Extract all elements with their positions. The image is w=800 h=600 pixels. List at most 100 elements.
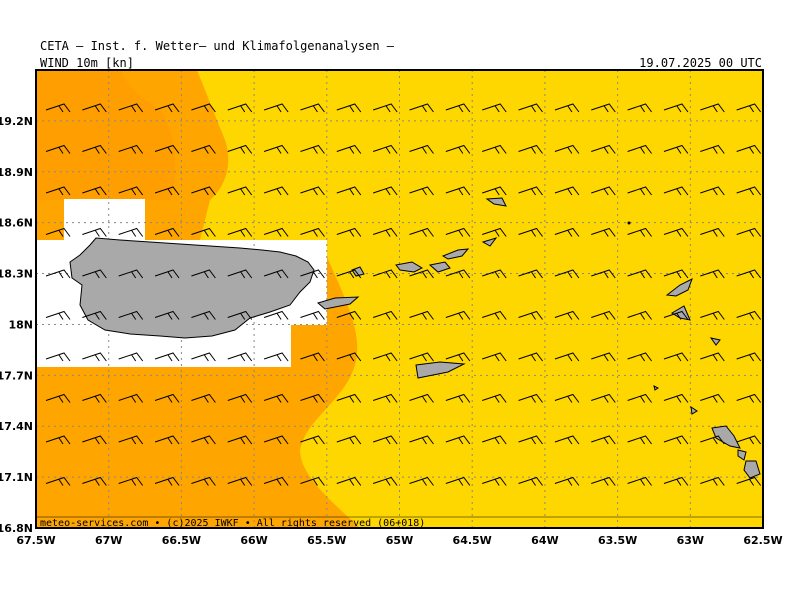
wind-barb bbox=[409, 393, 434, 403]
wind-barb bbox=[554, 393, 580, 403]
wind-barb bbox=[736, 186, 762, 196]
wind-barb bbox=[554, 144, 580, 154]
x-tick-label: 63W bbox=[677, 534, 704, 547]
wind-barb bbox=[227, 435, 253, 445]
wind-barb bbox=[336, 186, 362, 196]
wind-barb bbox=[372, 435, 398, 445]
wind-barb bbox=[300, 352, 325, 362]
wind-barb bbox=[263, 144, 289, 154]
wind-barb bbox=[591, 435, 616, 445]
wind-barb bbox=[409, 103, 434, 113]
wind-barb bbox=[191, 352, 216, 362]
wind-barb bbox=[700, 476, 725, 486]
wind-barb bbox=[154, 269, 180, 279]
wind-barb bbox=[627, 476, 652, 486]
wind-barb bbox=[482, 186, 507, 196]
wind-barb bbox=[118, 352, 144, 362]
wind-barb bbox=[191, 103, 216, 113]
small-islet bbox=[627, 221, 631, 225]
wind-barb bbox=[263, 310, 289, 320]
wind-barb bbox=[191, 269, 216, 279]
wind-barb bbox=[736, 269, 762, 279]
wind-barb bbox=[300, 393, 325, 403]
tortola bbox=[441, 248, 470, 260]
wind-barb bbox=[700, 227, 725, 237]
wind-barb bbox=[45, 476, 71, 486]
wind-barb bbox=[45, 393, 71, 403]
y-axis-ticks: 19.2N 18.9N 18.6N 18.3N 18N 17.7N 17.4N 17.1N 16… bbox=[0, 115, 33, 535]
wind-barb bbox=[300, 310, 325, 320]
wind-barb bbox=[409, 144, 434, 154]
wind-barb bbox=[154, 186, 180, 196]
wind-barb bbox=[591, 476, 616, 486]
wind-barb bbox=[336, 144, 362, 154]
wind-barb bbox=[118, 227, 144, 237]
wind-barb bbox=[227, 144, 253, 154]
y-tick-label: 18.3N bbox=[0, 268, 33, 281]
field-label: WIND_10m [kn] bbox=[40, 56, 134, 70]
st-john bbox=[428, 261, 451, 273]
wind-barb bbox=[554, 310, 580, 320]
wind-barb bbox=[372, 103, 398, 113]
wind-barb bbox=[82, 352, 107, 362]
wind-barb bbox=[554, 352, 580, 362]
wind-barb bbox=[663, 310, 689, 320]
wind-barb bbox=[300, 476, 325, 486]
y-tick-label: 16.8N bbox=[0, 522, 33, 535]
wind-barb bbox=[663, 103, 689, 113]
wind-barb bbox=[191, 476, 216, 486]
wind-barb bbox=[591, 269, 616, 279]
wind-barb bbox=[627, 269, 652, 279]
wind-barb bbox=[554, 476, 580, 486]
x-tick-label: 66W bbox=[240, 534, 267, 547]
wind-barb bbox=[663, 352, 689, 362]
wind-barb bbox=[663, 227, 689, 237]
wind-barb bbox=[300, 269, 325, 279]
wind-barb bbox=[518, 103, 543, 113]
wind-barb bbox=[372, 186, 398, 196]
st-eustatius bbox=[690, 405, 698, 415]
wind-barb bbox=[445, 103, 471, 113]
wind-barb bbox=[591, 227, 616, 237]
wind-barb bbox=[627, 227, 652, 237]
wind-barb bbox=[627, 310, 652, 320]
wind-barb bbox=[700, 186, 725, 196]
wind-barb bbox=[45, 103, 71, 113]
wind-barb bbox=[227, 269, 253, 279]
wind-barb bbox=[300, 144, 325, 154]
wind-barb bbox=[372, 393, 398, 403]
wind-barb bbox=[591, 186, 616, 196]
copyright-text: meteo-services.com • (c)2025 IWKF • All … bbox=[40, 518, 425, 529]
wind-barb bbox=[45, 269, 71, 279]
wind-barb bbox=[518, 186, 543, 196]
wind-barb bbox=[518, 310, 543, 320]
map-frame bbox=[35, 69, 764, 529]
wind-barb bbox=[118, 310, 144, 320]
wind-barb bbox=[700, 103, 725, 113]
wind-barb bbox=[736, 103, 762, 113]
wind-barb bbox=[82, 103, 107, 113]
wind-barb bbox=[227, 103, 253, 113]
y-tick-label: 17.7N bbox=[0, 369, 33, 382]
wind-barb bbox=[518, 144, 543, 154]
wind-barb bbox=[336, 476, 362, 486]
wind-barb bbox=[663, 435, 689, 445]
wind-barb bbox=[627, 393, 652, 403]
wind-barb bbox=[45, 186, 71, 196]
wind-barb bbox=[736, 476, 762, 486]
wind-barb bbox=[736, 144, 762, 154]
y-tick-label: 18N bbox=[8, 318, 33, 331]
x-tick-label: 66.5W bbox=[162, 534, 201, 547]
wind-barb bbox=[336, 310, 362, 320]
st-barthelemy bbox=[709, 337, 721, 346]
antigua bbox=[743, 460, 761, 479]
wind-barb bbox=[82, 435, 107, 445]
virgin-gorda bbox=[481, 237, 498, 247]
wind-barb bbox=[482, 476, 507, 486]
wind-barb bbox=[372, 269, 398, 279]
wind-barb bbox=[518, 393, 543, 403]
wind-barb bbox=[263, 352, 289, 362]
wind-barb bbox=[627, 352, 652, 362]
x-tick-label: 65.5W bbox=[307, 534, 346, 547]
